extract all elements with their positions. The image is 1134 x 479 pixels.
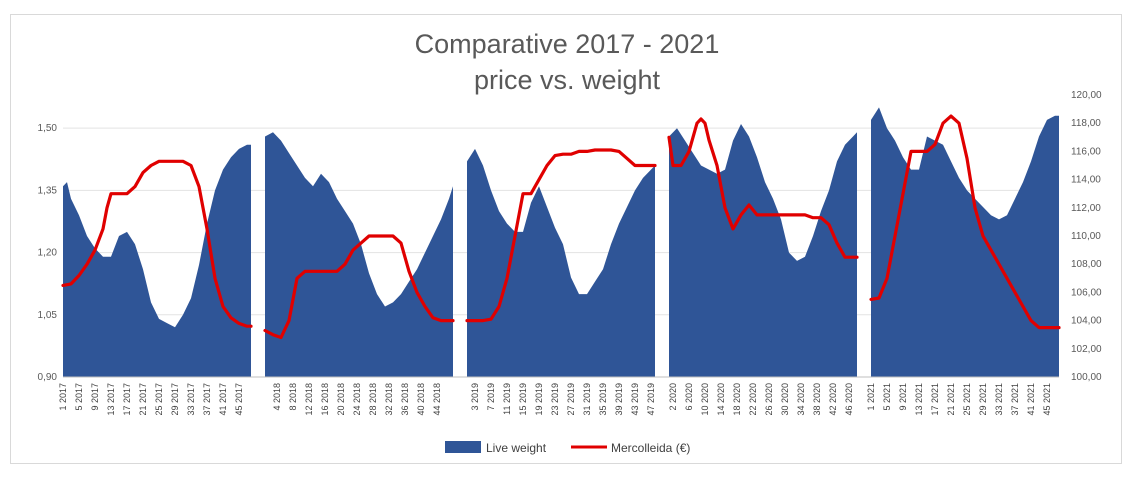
y-right-tick-label-10: 120,00 [1071,90,1102,101]
x-tick-label-2018-10: 44 2018 [432,383,442,416]
x-tick-label-2017-4: 17 2017 [122,383,132,416]
x-tick-label-2021-6: 25 2021 [962,383,972,416]
chart-canvas: 0,90 1,05 1,20 1,35 1,50 100,00 102,00 104,00 10… [38,29,1102,455]
x-tick-label-2018-8: 36 2018 [400,383,410,416]
live-weight-area-2021 [871,107,1059,378]
price-line-2020 [667,117,859,259]
x-tick-label-2019-3: 15 2019 [518,383,528,416]
y-right-tick-label-9: 118,00 [1071,118,1101,129]
x-tick-label-2021-0: 1 2021 [866,383,876,411]
chart-title-line1: Comparative 2017 - 2021 [415,29,720,59]
x-tick-label-2021-9: 37 2021 [1010,383,1020,416]
x-tick-label-2017-3: 13 2017 [106,383,116,416]
x-tick-label-2019-11: 47 2019 [646,383,656,416]
x-tick-label-2019-1: 7 2019 [486,383,496,411]
x-tick-label-2018-6: 28 2018 [368,383,378,416]
x-tick-label-2017-8: 33 2017 [186,383,196,416]
x-tick-label-2021-11: 45 2021 [1042,383,1052,416]
x-tick-label-2020-3: 14 2020 [716,383,726,416]
live-weight-area-2019 [467,148,655,377]
x-tick-label-2019-5: 23 2019 [550,383,560,416]
live-weight-areas [63,107,1059,378]
x-tick-label-2017-9: 37 2017 [202,383,212,416]
y-left-tick-label-4: 1,50 [38,123,58,134]
y-left-tick-label-3: 1,35 [38,185,58,196]
x-tick-label-2017-0: 1 2017 [58,383,68,411]
x-tick-label-2020-6: 26 2020 [764,383,774,416]
x-tick-label-2018-7: 32 2018 [384,383,394,416]
x-tick-label-2019-7: 31 2019 [582,383,592,416]
y-left-tick-label-1: 1,05 [38,310,58,321]
legend: Live weight Mercolleida (€) [445,441,690,455]
x-tick-label-2017-7: 29 2017 [170,383,180,416]
x-tick-label-2017-6: 25 2017 [154,383,164,416]
live-weight-area-2017 [63,144,251,377]
y-left-tick-label-2: 1,20 [38,248,58,259]
y-right-tick-label-7: 114,00 [1071,175,1101,186]
x-tick-label-2018-9: 40 2018 [416,383,426,416]
live-weight-area-2020 [669,124,857,377]
y-right-tick-label-1: 102,00 [1071,344,1102,355]
x-tick-label-2019-10: 43 2019 [630,383,640,416]
x-tick-label-2020-1: 6 2020 [684,383,694,411]
legend-label-live-weight: Live weight [486,441,547,455]
x-tick-label-2020-5: 22 2020 [748,383,758,416]
x-tick-label-2017-5: 21 2017 [138,383,148,416]
x-tick-label-2019-4: 19 2019 [534,383,544,416]
x-tick-label-2018-4: 20 2018 [336,383,346,416]
x-tick-label-2019-8: 35 2019 [598,383,608,416]
x-tick-label-2018-3: 16 2018 [320,383,330,416]
chart-frame: 0,90 1,05 1,20 1,35 1,50 100,00 102,00 104,00 10… [10,14,1122,464]
x-tick-label-2019-0: 3 2019 [470,383,480,411]
x-tick-label-2020-0: 2 2020 [668,383,678,411]
x-tick-label-2021-5: 21 2021 [946,383,956,416]
x-tick-label-2020-4: 18 2020 [732,383,742,416]
y-right-tick-label-0: 100,00 [1071,372,1102,383]
x-tick-label-2021-1: 5 2021 [882,383,892,411]
x-tick-label-2018-5: 24 2018 [352,383,362,416]
x-tick-label-2019-9: 39 2019 [614,383,624,416]
x-tick-label-2020-2: 10 2020 [700,383,710,416]
live-weight-area-2018 [265,132,453,377]
x-tick-label-2021-2: 9 2021 [898,383,908,411]
x-tick-label-2020-11: 46 2020 [844,383,854,416]
price-line-2017 [61,159,253,328]
x-tick-label-2017-10: 41 2017 [218,383,228,416]
legend-swatch-live-weight [445,441,481,453]
x-tick-label-2018-0: 4 2018 [272,383,282,411]
x-tick-label-2020-8: 34 2020 [796,383,806,416]
x-tick-label-2021-4: 17 2021 [930,383,940,416]
x-tick-label-2020-9: 38 2020 [812,383,822,416]
y-left-tick-label-0: 0,90 [38,372,58,383]
x-tick-label-2021-8: 33 2021 [994,383,1004,416]
price-line-2018 [263,234,455,340]
y-right-tick-label-2: 104,00 [1071,316,1102,327]
x-tick-label-2020-10: 42 2020 [828,383,838,416]
y-right-tick-label-3: 106,00 [1071,287,1102,298]
price-line-2019 [465,148,657,323]
y-right-tick-label-8: 116,00 [1071,146,1101,157]
x-tick-label-2018-2: 12 2018 [304,383,314,416]
x-tick-label-2017-1: 5 2017 [74,383,84,411]
y-right-tick-label-4: 108,00 [1071,259,1102,270]
chart-title-line2: price vs. weight [474,65,661,95]
price-line-2021 [869,114,1061,330]
y-right-tick-label-5: 110,00 [1071,231,1101,242]
x-tick-label-2021-7: 29 2021 [978,383,988,416]
axes: 0,90 1,05 1,20 1,35 1,50 100,00 102,00 104,00 10… [38,90,1102,416]
y-right-tick-label-6: 112,00 [1071,203,1101,214]
x-tick-label-2017-11: 45 2017 [234,383,244,416]
x-tick-label-2019-2: 11 2019 [502,383,512,415]
legend-label-mercolleida: Mercolleida (€) [611,441,690,455]
mercolleida-lines [61,114,1061,340]
x-tick-label-2018-1: 8 2018 [288,383,298,411]
x-tick-label-2021-10: 41 2021 [1026,383,1036,416]
x-tick-label-2017-2: 9 2017 [90,383,100,411]
x-tick-label-2020-7: 30 2020 [780,383,790,416]
x-tick-label-2021-3: 13 2021 [914,383,924,416]
x-tick-label-2019-6: 27 2019 [566,383,576,416]
